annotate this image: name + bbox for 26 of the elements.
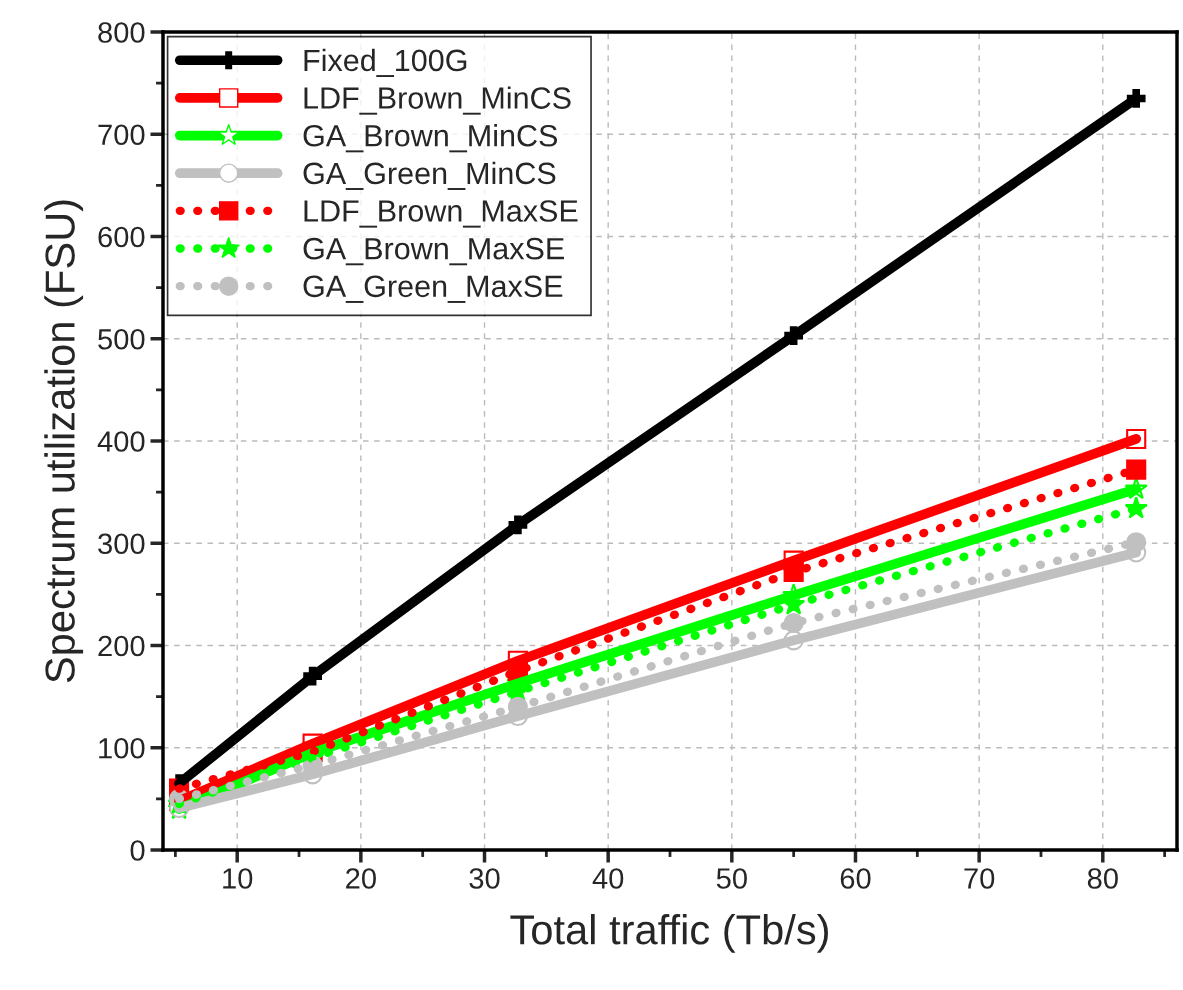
x-tick-label: 20: [346, 868, 376, 889]
x-tick-label: 60: [840, 868, 871, 889]
x-axis-title: Total traffic (Tb/s): [510, 913, 828, 953]
legend-label: GA_Green_MaxSE: [303, 275, 563, 303]
y-tick-label: 100: [99, 737, 145, 759]
y-tick-label: 500: [98, 328, 145, 350]
x-tick-label: 80: [1087, 868, 1118, 889]
legend-label: LDF_Brown_MaxSE: [304, 200, 578, 228]
x-tick-label: 40: [592, 868, 624, 889]
y-tick-label: 800: [98, 22, 145, 43]
y-tick-label: 200: [98, 635, 145, 657]
legend-label: Fixed_100G: [304, 48, 467, 78]
legend-label: LDF_Brown_MinCS: [304, 86, 571, 115]
y-tick-label: 400: [97, 431, 145, 452]
legend-label: GA_Brown_MaxSE: [303, 237, 564, 266]
legend-label: GA_Green_MinCS: [303, 161, 556, 190]
x-tick-label: 10: [223, 868, 253, 889]
y-tick-label: 0: [130, 840, 145, 861]
y-tick-label: 700: [98, 124, 145, 146]
legend-label: GA_Brown_MinCS: [303, 124, 558, 153]
y-axis-title: Spectrum utilization (FSU): [44, 200, 84, 683]
y-tick-label: 300: [98, 533, 145, 555]
x-tick-label: 50: [716, 868, 747, 889]
y-tick-label: 600: [98, 226, 145, 248]
x-tick-label: 70: [964, 868, 995, 889]
x-tick-label: 30: [469, 868, 500, 889]
